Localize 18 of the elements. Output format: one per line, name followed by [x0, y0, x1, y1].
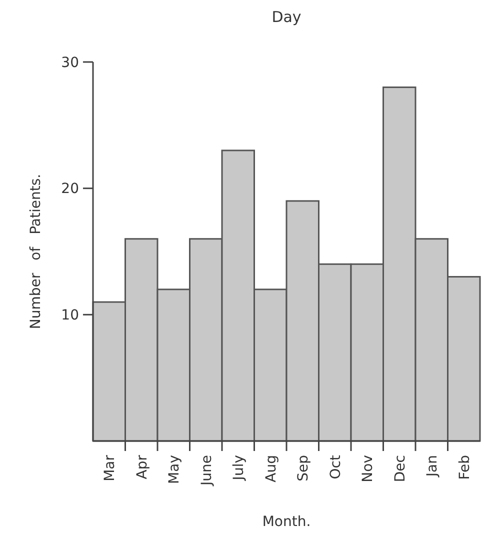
chart-title: Day: [272, 8, 302, 26]
x-tick-label: May: [166, 455, 183, 484]
x-tick-label: Nov: [360, 455, 376, 482]
x-tick-label: Sep: [296, 454, 312, 482]
y-tick-label: 30: [61, 54, 79, 71]
y-axis-title: Number of Patients.: [28, 174, 44, 330]
x-tick-label: Apr: [134, 454, 150, 480]
x-tick-label: Mar: [102, 454, 118, 482]
y-tick-label: 10: [61, 308, 79, 324]
x-axis-title: Month.: [262, 514, 311, 530]
y-tick-label: 20: [61, 181, 79, 198]
x-tick-label: Jan: [424, 455, 441, 478]
x-tick-label: July: [231, 455, 248, 482]
x-tick-label: June: [198, 455, 215, 486]
x-tick-label: Aug: [263, 455, 280, 482]
x-tick-label: Oct: [328, 454, 344, 480]
x-tick-label: Feb: [456, 454, 473, 480]
x-tick-label: Dec: [392, 455, 408, 482]
